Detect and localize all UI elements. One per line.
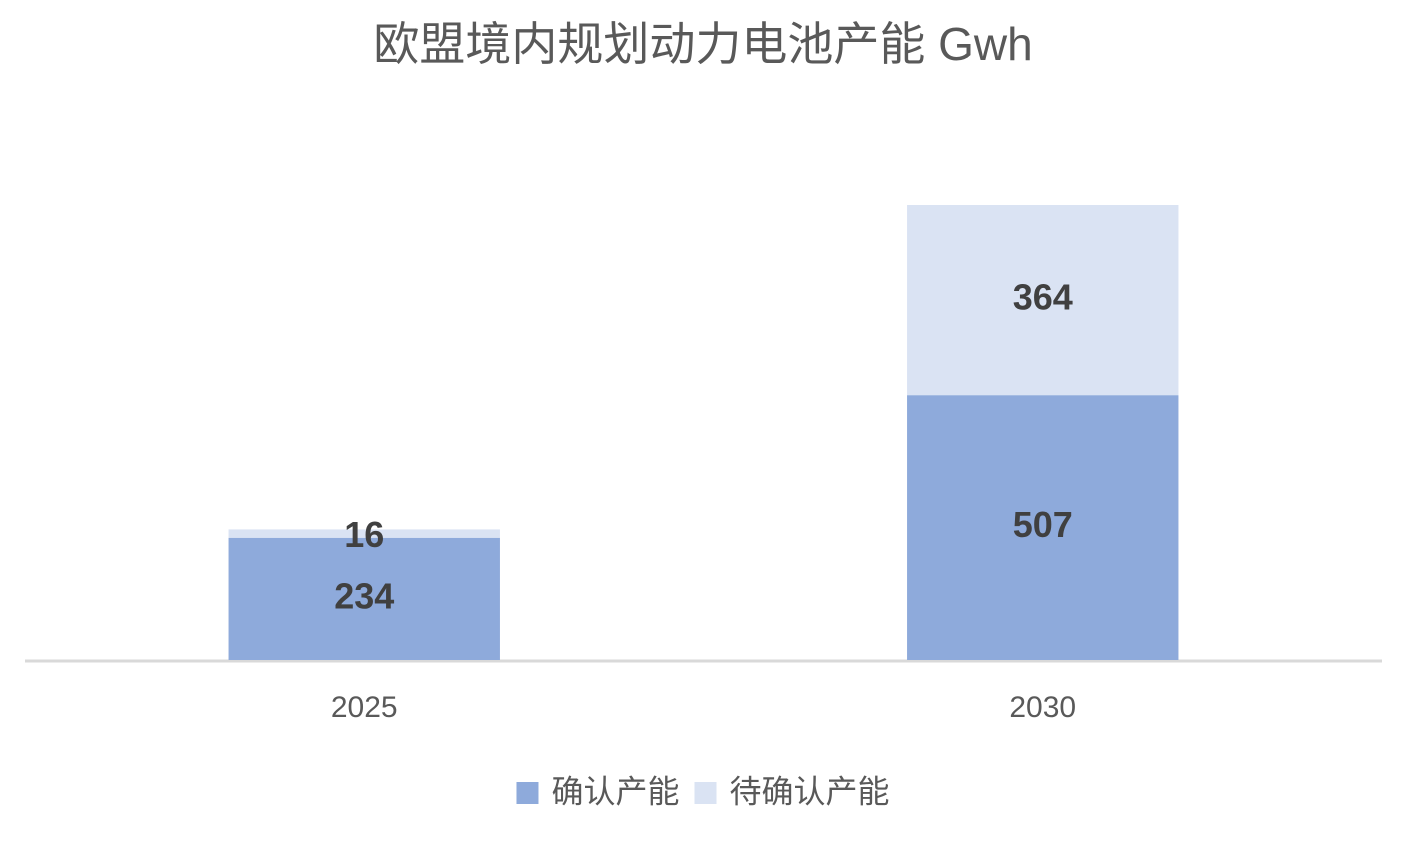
bar-segment	[228, 537, 500, 660]
legend-swatch	[516, 782, 539, 804]
x-tick-label: 2025	[331, 691, 398, 724]
data-label: 364	[1013, 277, 1073, 318]
legend-label: 确认产能	[551, 773, 679, 809]
legend-swatch	[694, 782, 717, 804]
data-label: 507	[1013, 504, 1073, 545]
bar-segment	[907, 395, 1179, 660]
x-tick-label: 2030	[1009, 691, 1076, 724]
data-label: 16	[344, 514, 384, 555]
legend-label: 待确认产能	[730, 773, 890, 809]
data-label: 234	[334, 575, 394, 616]
bar-segment	[907, 205, 1179, 396]
bar-segment	[228, 529, 500, 538]
chart-title: 欧盟境内规划动力电池产能 Gwh	[373, 18, 1032, 70]
